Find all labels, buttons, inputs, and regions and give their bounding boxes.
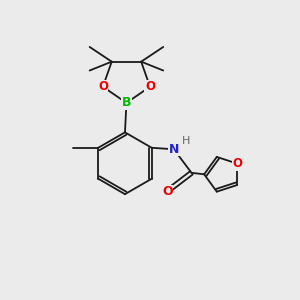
- Text: B: B: [122, 96, 131, 110]
- Text: O: O: [162, 185, 173, 199]
- Text: O: O: [232, 157, 242, 170]
- Text: N: N: [169, 143, 179, 156]
- Text: O: O: [98, 80, 108, 93]
- Text: O: O: [145, 80, 155, 93]
- Text: H: H: [182, 136, 190, 146]
